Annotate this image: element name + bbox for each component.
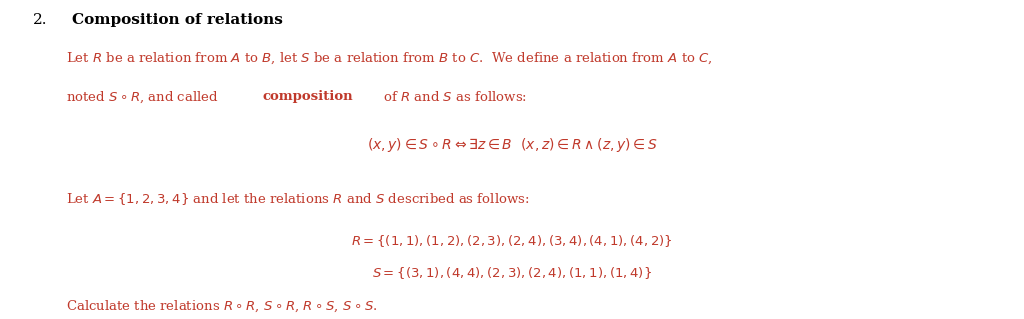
Text: Let $A = \{1, 2, 3, 4\}$ and let the relations $R$ and $S$ described as follows:: Let $A = \{1, 2, 3, 4\}$ and let the rel…	[66, 190, 529, 206]
Text: $(x, y) \in S \circ R \Leftrightarrow \exists z \in B\ \ (x, z) \in R \wedge (z,: $(x, y) \in S \circ R \Leftrightarrow \e…	[367, 136, 657, 154]
Text: Calculate the relations $R \circ R$, $S \circ R$, $R \circ S$, $S \circ S$.: Calculate the relations $R \circ R$, $S …	[66, 299, 378, 315]
Text: Composition of relations: Composition of relations	[72, 13, 283, 27]
Text: 2.: 2.	[34, 13, 48, 27]
Text: noted $S \circ R$, and called: noted $S \circ R$, and called	[66, 90, 219, 105]
Text: Let $R$ be a relation from $A$ to $B$, let $S$ be a relation from $B$ to $C$.  W: Let $R$ be a relation from $A$ to $B$, l…	[66, 50, 713, 66]
Text: $R = \{(1, 1), (1, 2), (2, 3), (2, 4), (3, 4), (4, 1), (4, 2)\}$: $R = \{(1, 1), (1, 2), (2, 3), (2, 4), (…	[351, 233, 673, 249]
Text: composition: composition	[262, 90, 353, 103]
Text: of $R$ and $S$ as follows:: of $R$ and $S$ as follows:	[379, 90, 526, 104]
Text: $S = \{(3, 1), (4, 4), (2, 3), (2, 4), (1, 1), (1, 4)\}$: $S = \{(3, 1), (4, 4), (2, 3), (2, 4), (…	[372, 265, 652, 281]
